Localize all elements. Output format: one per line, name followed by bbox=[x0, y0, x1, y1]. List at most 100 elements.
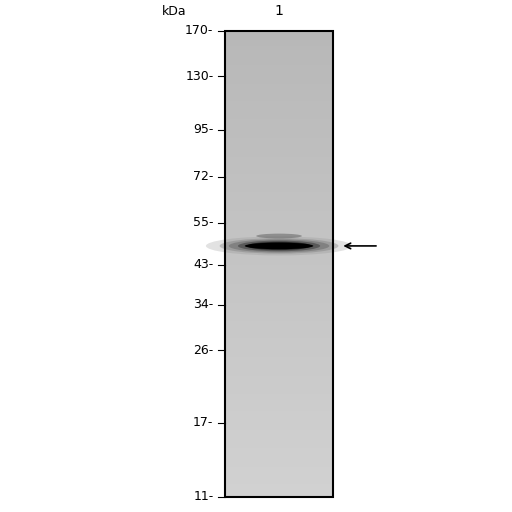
Ellipse shape bbox=[206, 237, 352, 255]
Bar bbox=[225, 113, 333, 115]
Bar bbox=[225, 144, 333, 145]
Bar bbox=[225, 385, 333, 387]
Bar bbox=[225, 403, 333, 405]
Bar bbox=[225, 329, 333, 330]
Bar bbox=[225, 274, 333, 276]
Bar bbox=[225, 327, 333, 329]
Bar bbox=[225, 290, 333, 292]
Bar bbox=[225, 416, 333, 417]
Bar bbox=[225, 186, 333, 187]
Bar bbox=[225, 402, 333, 403]
Bar bbox=[225, 219, 333, 220]
Bar bbox=[225, 480, 333, 481]
Bar bbox=[225, 248, 333, 250]
Bar bbox=[225, 450, 333, 452]
Bar bbox=[225, 40, 333, 41]
Bar bbox=[225, 212, 333, 214]
Bar bbox=[225, 48, 333, 49]
Bar bbox=[225, 445, 333, 447]
Bar bbox=[225, 366, 333, 368]
Bar bbox=[225, 76, 333, 77]
Bar bbox=[225, 180, 333, 181]
Bar bbox=[225, 254, 333, 256]
Bar bbox=[225, 494, 333, 495]
Bar bbox=[225, 157, 333, 158]
Bar bbox=[225, 468, 333, 470]
Bar bbox=[225, 112, 333, 113]
Bar bbox=[225, 495, 333, 497]
Bar bbox=[225, 346, 333, 348]
Bar bbox=[225, 427, 333, 429]
Bar bbox=[225, 270, 333, 271]
Bar bbox=[225, 155, 333, 157]
Bar bbox=[225, 337, 333, 338]
Bar bbox=[225, 477, 333, 478]
Bar bbox=[225, 303, 333, 304]
Bar bbox=[225, 441, 333, 442]
Bar bbox=[225, 397, 333, 399]
Bar bbox=[225, 323, 333, 324]
Bar bbox=[225, 319, 333, 321]
Bar bbox=[225, 160, 333, 161]
Bar bbox=[225, 435, 333, 436]
Text: 1: 1 bbox=[274, 4, 284, 18]
Bar bbox=[225, 258, 333, 259]
Bar bbox=[225, 306, 333, 307]
Bar bbox=[225, 247, 333, 248]
Bar bbox=[225, 45, 333, 46]
Bar bbox=[225, 282, 333, 284]
Bar bbox=[225, 486, 333, 487]
Bar bbox=[225, 483, 333, 484]
Bar bbox=[225, 309, 333, 310]
Ellipse shape bbox=[256, 233, 302, 239]
Bar bbox=[225, 59, 333, 60]
Bar bbox=[225, 251, 333, 253]
Bar bbox=[225, 237, 333, 239]
Bar bbox=[225, 250, 333, 251]
Bar bbox=[225, 177, 333, 178]
Text: 26-: 26- bbox=[193, 344, 214, 357]
Bar bbox=[225, 458, 333, 459]
Bar bbox=[225, 222, 333, 223]
Bar bbox=[225, 80, 333, 82]
Bar bbox=[225, 41, 333, 43]
Bar bbox=[225, 196, 333, 197]
Bar bbox=[225, 147, 333, 149]
Bar bbox=[225, 462, 333, 464]
Bar bbox=[225, 281, 333, 282]
Bar bbox=[225, 37, 333, 38]
Bar bbox=[225, 390, 333, 391]
Bar bbox=[225, 383, 333, 385]
Bar bbox=[225, 351, 333, 352]
Bar bbox=[225, 38, 333, 40]
Bar bbox=[225, 63, 333, 65]
Bar bbox=[225, 127, 333, 129]
Bar bbox=[225, 423, 333, 425]
Bar bbox=[225, 178, 333, 180]
Bar bbox=[225, 407, 333, 408]
Bar bbox=[225, 271, 333, 273]
Bar bbox=[225, 124, 333, 125]
Bar bbox=[225, 444, 333, 445]
Bar bbox=[225, 394, 333, 396]
Bar bbox=[225, 167, 333, 169]
Bar bbox=[225, 192, 333, 194]
Bar bbox=[225, 216, 333, 217]
Bar bbox=[225, 400, 333, 402]
Bar bbox=[225, 487, 333, 489]
Bar bbox=[225, 318, 333, 319]
Bar bbox=[225, 234, 333, 236]
Bar bbox=[225, 206, 333, 208]
Bar bbox=[225, 449, 333, 450]
Bar bbox=[225, 371, 333, 372]
Bar bbox=[225, 158, 333, 160]
Bar bbox=[225, 298, 333, 300]
Bar bbox=[225, 138, 333, 139]
Bar bbox=[225, 184, 333, 186]
Bar bbox=[225, 93, 333, 94]
Bar bbox=[225, 399, 333, 400]
Bar bbox=[225, 189, 333, 190]
Bar bbox=[225, 203, 333, 205]
Bar bbox=[225, 68, 333, 70]
Bar bbox=[225, 321, 333, 323]
